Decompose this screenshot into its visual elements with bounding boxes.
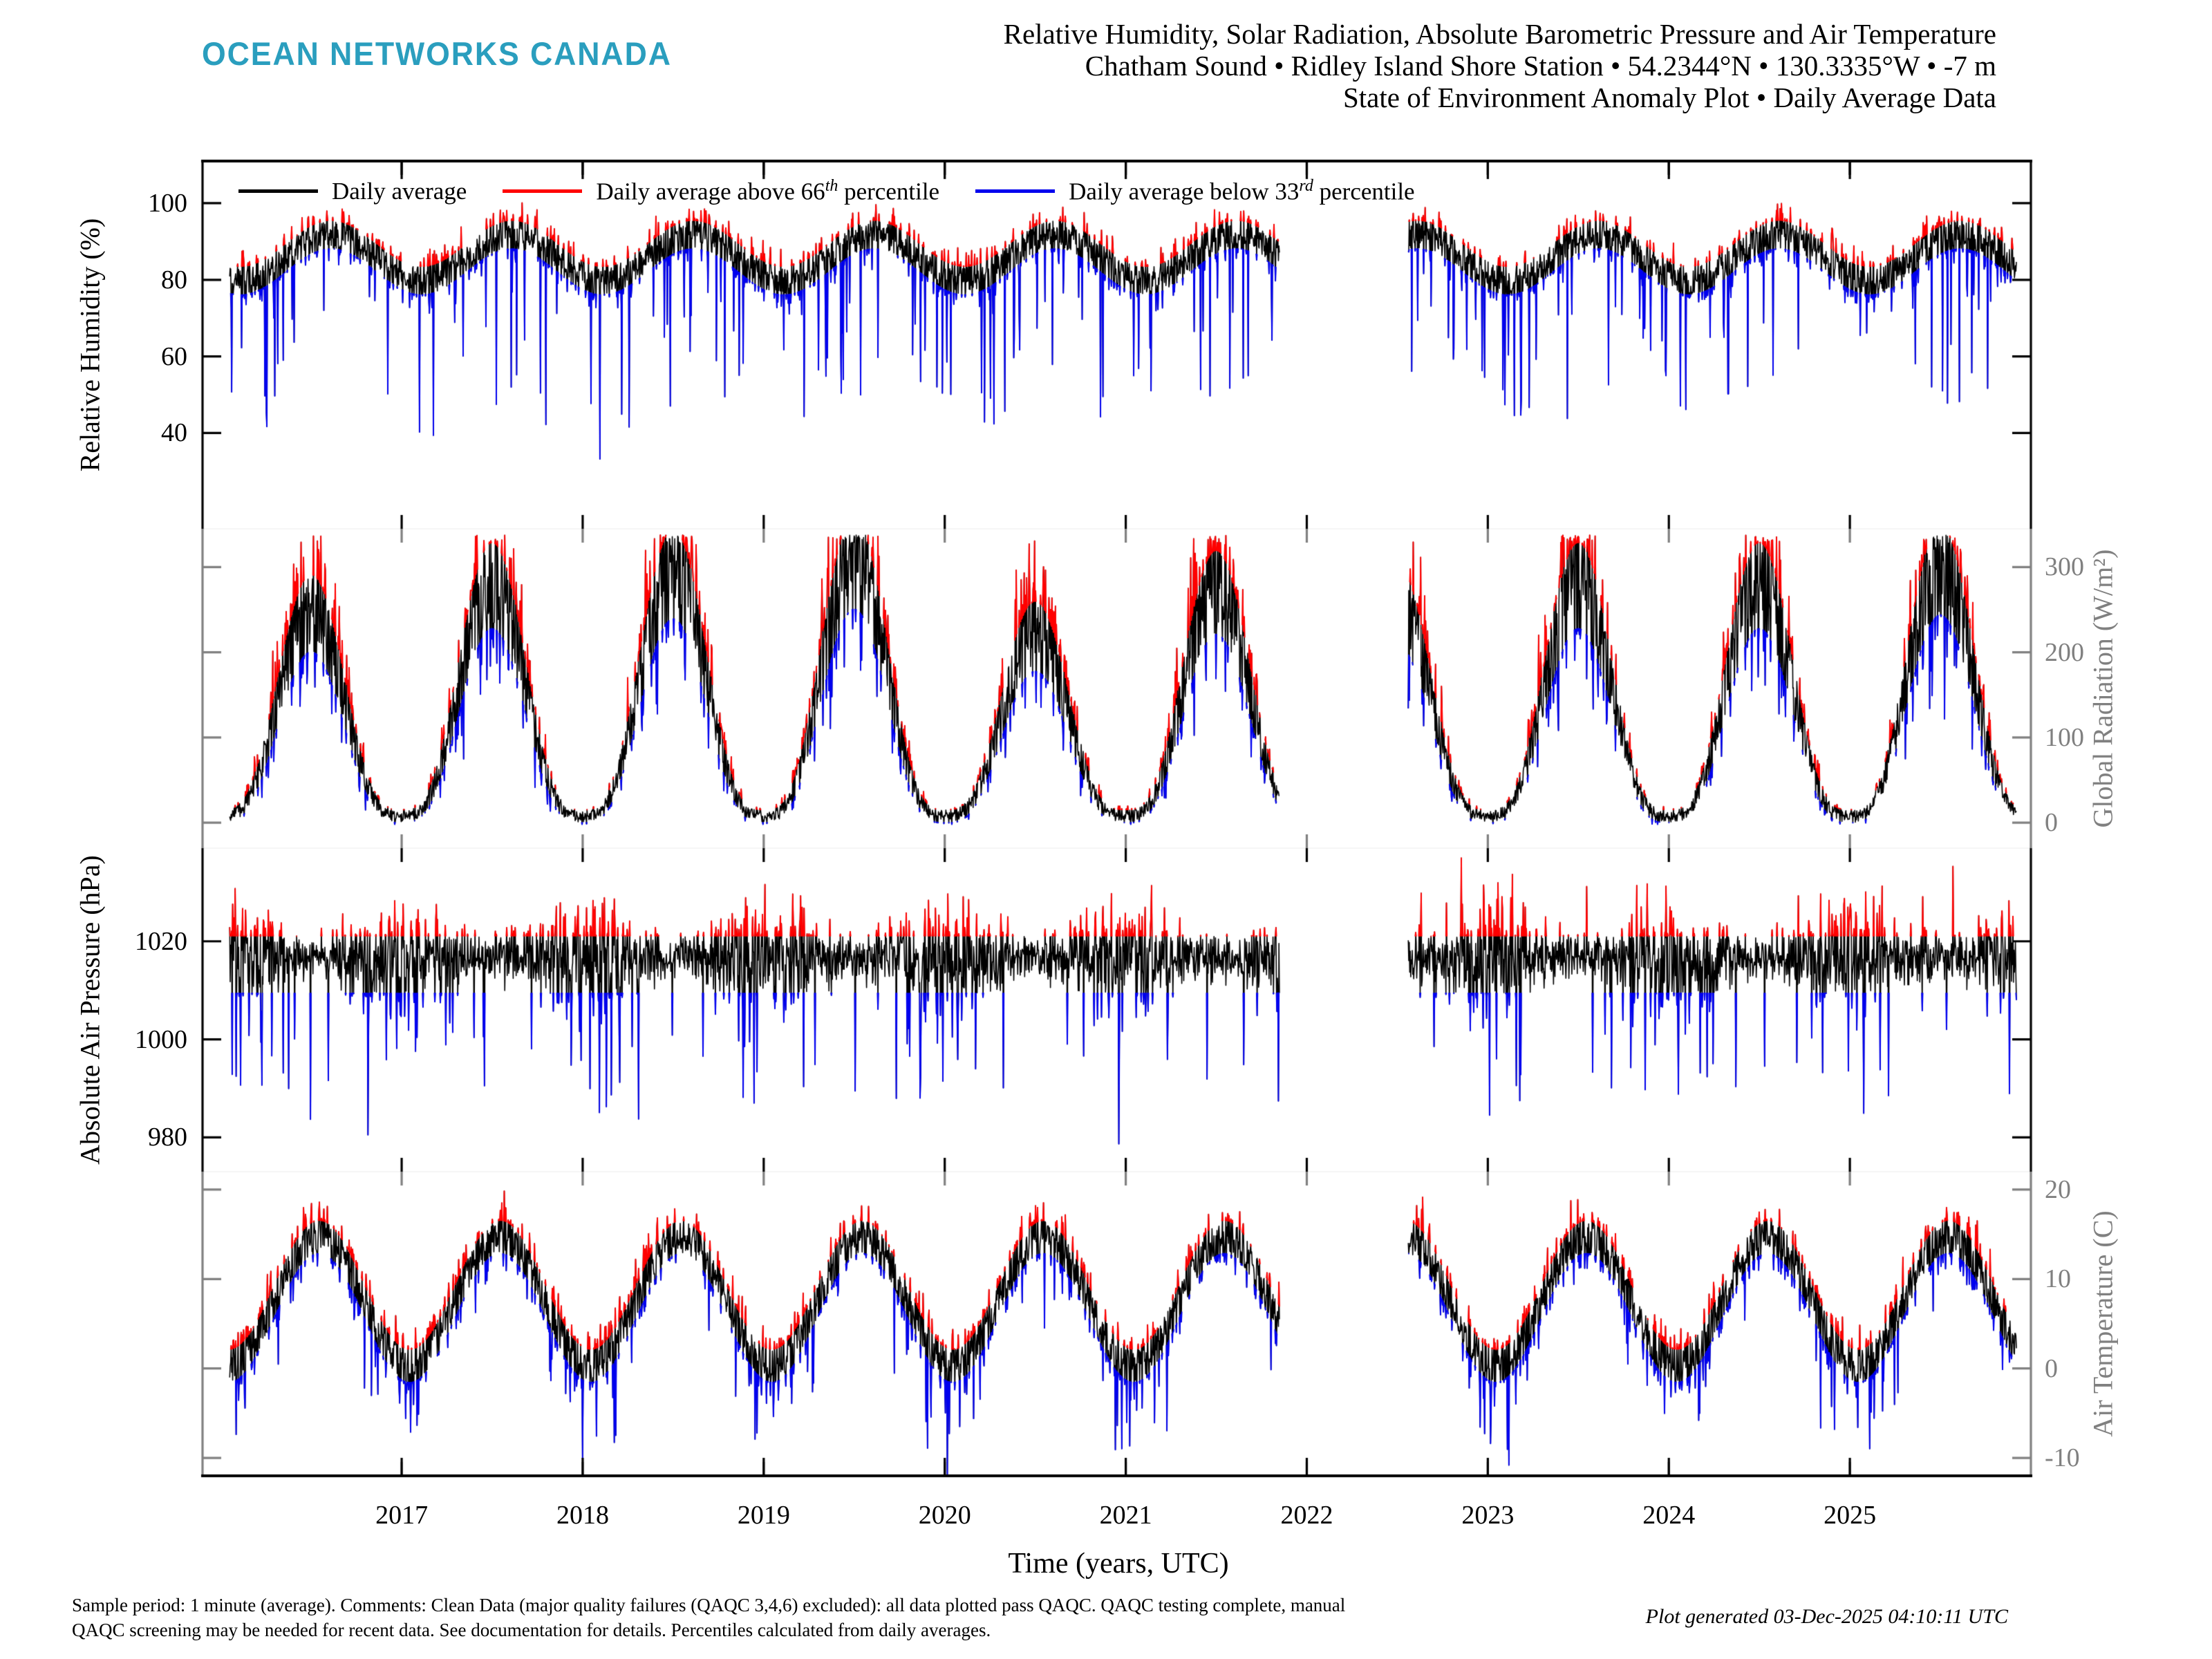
legend-label: Daily average <box>332 177 467 205</box>
footer-comments-line-2: QAQC screening may be needed for recent … <box>72 1620 991 1640</box>
legend-item: Daily average <box>238 178 467 205</box>
plot-title-line-3: State of Environment Anomaly Plot • Dail… <box>1342 82 1996 113</box>
x-tick-label: 2024 <box>1642 1501 1696 1530</box>
plot-generated-timestamp: Plot generated 03-Dec-2025 04:10:11 UTC <box>1645 1605 2008 1628</box>
x-tick-label: 2017 <box>375 1501 429 1530</box>
x-tick-label: 2023 <box>1461 1501 1515 1530</box>
x-tick-label: 2021 <box>1099 1501 1152 1530</box>
y-tick-label: 300 <box>2045 552 2084 582</box>
y-axis-label-air-temperature: Air Temperature (C) <box>2087 1210 2119 1437</box>
legend-item: Daily average below 33rd percentile <box>975 177 1415 206</box>
footer-comments-line-1: Sample period: 1 minute (average). Comme… <box>72 1595 1346 1615</box>
y-tick-label: -10 <box>2045 1443 2080 1473</box>
y-tick-label: 1000 <box>135 1024 187 1054</box>
y-tick-label: 10 <box>2045 1264 2071 1294</box>
x-tick-label: 2018 <box>556 1501 609 1530</box>
y-tick-label: 0 <box>2045 808 2058 838</box>
y-tick-label: 60 <box>161 341 187 371</box>
y-tick-label: 0 <box>2045 1353 2058 1383</box>
onc-logo: OCEAN NETWORKS CANADA <box>202 35 672 72</box>
legend-line-swatch <box>975 189 1056 194</box>
y-tick-label: 200 <box>2045 637 2084 667</box>
plot-title-line-2: Chatham Sound • Ridley Island Shore Stat… <box>1085 50 1996 82</box>
plot-title: Relative Humidity, Solar Radiation, Abso… <box>1004 18 1996 113</box>
x-axis-label: Time (years, UTC) <box>1008 1548 1229 1580</box>
legend-label: Daily average above 66th percentile <box>596 177 940 205</box>
y-tick-label: 980 <box>148 1123 187 1152</box>
y-tick-label: 80 <box>161 265 187 294</box>
x-tick-label: 2019 <box>737 1501 790 1530</box>
legend-label: Daily average below 33rd percentile <box>1069 177 1415 205</box>
x-tick-label: 2020 <box>918 1501 971 1530</box>
y-tick-label: 100 <box>2045 722 2084 752</box>
y-axis-label-air-pressure: Absolute Air Pressure (hPa) <box>74 855 106 1165</box>
y-tick-label: 1020 <box>135 926 187 956</box>
legend: Daily average Daily average above 66th pe… <box>238 177 1415 206</box>
x-tick-label: 2025 <box>1824 1501 1877 1530</box>
plot-title-line-1: Relative Humidity, Solar Radiation, Abso… <box>1003 18 1996 50</box>
legend-line-swatch <box>238 189 318 194</box>
legend-line-swatch <box>503 189 583 194</box>
x-tick-label: 2022 <box>1280 1501 1333 1530</box>
legend-item: Daily average above 66th percentile <box>503 177 939 206</box>
y-tick-label: 20 <box>2045 1174 2071 1204</box>
y-tick-label: 100 <box>148 188 187 218</box>
y-axis-label-global-radiation: Global Radiation (W/m²) <box>2087 549 2119 828</box>
y-tick-label: 40 <box>161 418 187 448</box>
